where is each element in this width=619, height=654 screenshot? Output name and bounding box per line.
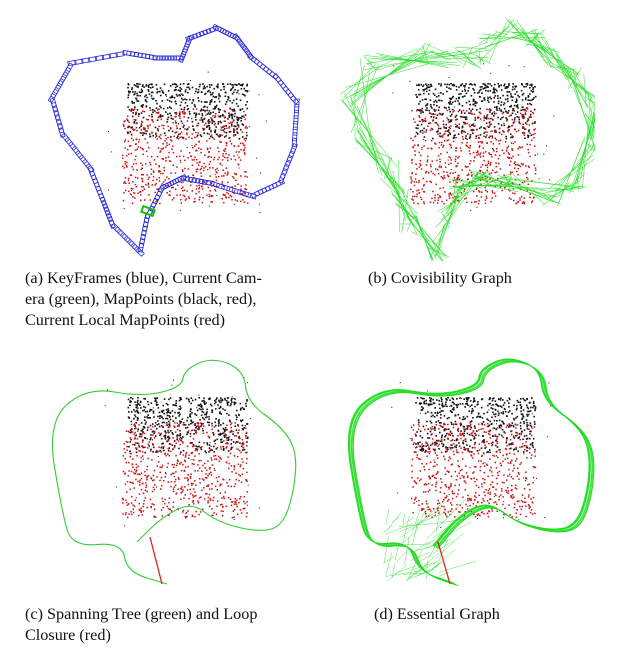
keyframe-trajectory [47,23,300,257]
caption-d-line-1: (d) Essential Graph [374,605,500,623]
covisibility-graph-plot [340,18,595,262]
caption-a-line-2: era (green), MapPoints (black, red), [25,290,257,308]
panel-d-essential [330,352,595,597]
loop-closure-edge [149,536,163,585]
mappoint-cloud [108,71,267,213]
loop-closure-edge [437,541,451,585]
essential-edges [347,358,595,587]
caption-a: (a) KeyFrames (blue), Current Cam- era (… [25,268,310,331]
essential-graph-plot [347,358,595,587]
mappoint-cloud [391,382,552,528]
keyframes-plot [47,23,300,257]
caption-b-line-1: (b) Covisibility Graph [368,269,512,287]
spanning-tree-plot [51,359,297,585]
mappoint-cloud [104,377,260,527]
covisibility-edges [340,18,595,262]
mappoint-cloud [392,63,555,211]
caption-c-line-2: Closure (red) [25,626,111,644]
panel-a-keyframes [32,18,302,263]
caption-a-line-1: (a) KeyFrames (blue), Current Cam- [25,269,262,287]
spanning-tree [51,359,297,585]
caption-d: (d) Essential Graph [374,604,614,625]
panel-c-spanning-tree [32,352,302,597]
caption-c: (c) Spanning Tree (green) and Loop Closu… [25,604,315,646]
caption-a-line-3: Current Local MapPoints (red) [25,311,226,329]
current-camera [140,204,156,218]
caption-c-line-1: (c) Spanning Tree (green) and Loop [25,605,258,623]
caption-b: (b) Covisibility Graph [368,268,608,289]
panel-b-covisibility [330,18,595,263]
